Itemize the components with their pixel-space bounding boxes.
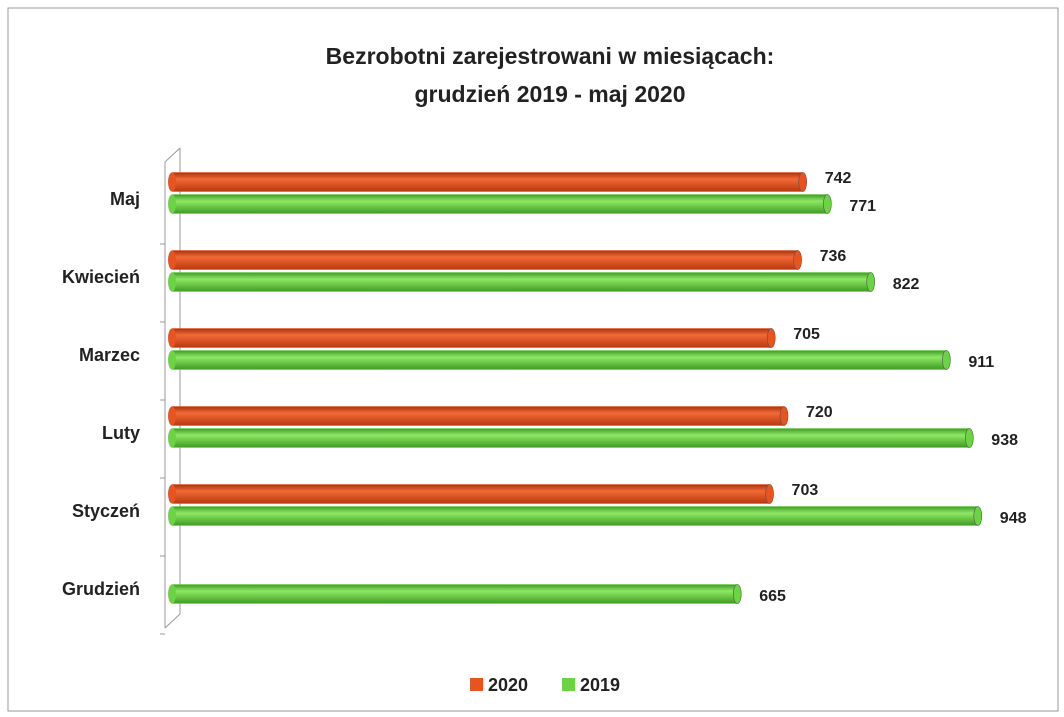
frame <box>7 7 1059 712</box>
bar <box>171 506 979 526</box>
value-label: 736 <box>820 248 847 265</box>
y-tick-label: Luty <box>102 423 140 443</box>
legend-label: 2020 <box>488 675 528 695</box>
bar <box>171 194 828 214</box>
axis <box>164 147 181 629</box>
bar-cap <box>765 484 774 504</box>
bar <box>171 328 772 348</box>
bar-cap <box>798 172 808 192</box>
value-label: 742 <box>825 170 852 187</box>
bar-start <box>168 350 176 370</box>
bar-cap <box>866 272 876 292</box>
chart-title: Bezrobotni zarejestrowani w miesiącach: <box>326 43 775 69</box>
y-tick-label: Marzec <box>79 345 140 365</box>
bar-start <box>168 328 176 348</box>
value-label: 822 <box>893 276 920 293</box>
value-label: 771 <box>849 198 876 215</box>
value-label: 911 <box>968 354 994 371</box>
value-label: 938 <box>991 432 1018 449</box>
bar-start <box>168 172 176 192</box>
legend-label: 2019 <box>580 675 620 695</box>
bar-start <box>168 506 176 526</box>
value-label: 703 <box>792 482 819 499</box>
bar <box>171 484 770 504</box>
bar-start <box>168 484 176 504</box>
bar-cap <box>766 328 776 348</box>
bar-start <box>168 428 176 448</box>
bar-cap <box>779 406 789 426</box>
bar <box>171 406 785 426</box>
legend-swatch <box>562 678 575 691</box>
value-label: 665 <box>759 588 786 605</box>
bar <box>171 272 871 292</box>
bar <box>171 584 738 604</box>
bar <box>171 250 798 270</box>
bar-cap <box>732 584 742 604</box>
bar <box>171 428 970 448</box>
bar-cap <box>942 350 951 370</box>
value-label: 720 <box>806 404 833 421</box>
y-tick-label: Maj <box>110 189 140 209</box>
bar-start <box>168 584 176 604</box>
bar-start <box>168 406 176 426</box>
chart-subtitle: grudzień 2019 - maj 2020 <box>414 81 685 107</box>
bar <box>171 172 803 192</box>
bar-start <box>168 272 176 292</box>
bar-cap <box>793 250 802 270</box>
bar-start <box>168 250 176 270</box>
y-tick-label: Kwiecień <box>62 267 140 287</box>
bar-cap <box>973 506 983 526</box>
legend-swatch <box>470 678 483 691</box>
value-label: 705 <box>793 326 820 343</box>
bar-cap <box>823 194 832 214</box>
bar-cap <box>964 428 974 448</box>
value-label: 948 <box>1000 510 1027 527</box>
y-tick-label: Styczeń <box>72 501 140 521</box>
bar-start <box>168 194 176 214</box>
bar <box>171 350 947 370</box>
y-tick-label: Grudzień <box>62 579 140 599</box>
